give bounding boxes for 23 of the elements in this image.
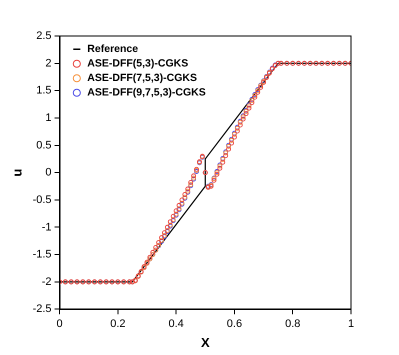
legend-label: Reference xyxy=(87,43,138,56)
y-tick-label: -1.5 xyxy=(32,248,52,261)
y-tick-label: -0.5 xyxy=(32,194,52,206)
x-tick-label: 0.6 xyxy=(226,318,242,330)
y-tick-label: -2.5 xyxy=(32,303,52,316)
y-tick-label: 1 xyxy=(45,112,52,124)
y-tick-label: 1.5 xyxy=(36,84,52,97)
legend-label: ASE-DFF(5,3)-CGKS xyxy=(87,58,188,70)
x-tick-label: 1 xyxy=(348,318,354,330)
y-tick-label: -1 xyxy=(42,221,52,234)
x-axis-title: X xyxy=(200,334,210,350)
x-tick-label: 0 xyxy=(56,318,63,330)
y-tick-label: 2.5 xyxy=(36,30,52,42)
y-tick-label: 0.5 xyxy=(36,139,52,152)
x-tick-label: 0.4 xyxy=(168,318,184,330)
y-axis-title: u xyxy=(9,168,24,177)
y-tick-label: 2 xyxy=(45,57,52,70)
y-tick-label: 0 xyxy=(45,166,52,179)
legend-label: ASE-DFF(7,5,3)-CGKS xyxy=(87,72,197,84)
y-tick-label: -2 xyxy=(42,276,52,288)
legend-label: ASE-DFF(9,7,5,3)-CGKS xyxy=(87,86,206,99)
x-tick-label: 0.8 xyxy=(285,318,300,330)
x-tick-label: 0.2 xyxy=(110,318,126,330)
